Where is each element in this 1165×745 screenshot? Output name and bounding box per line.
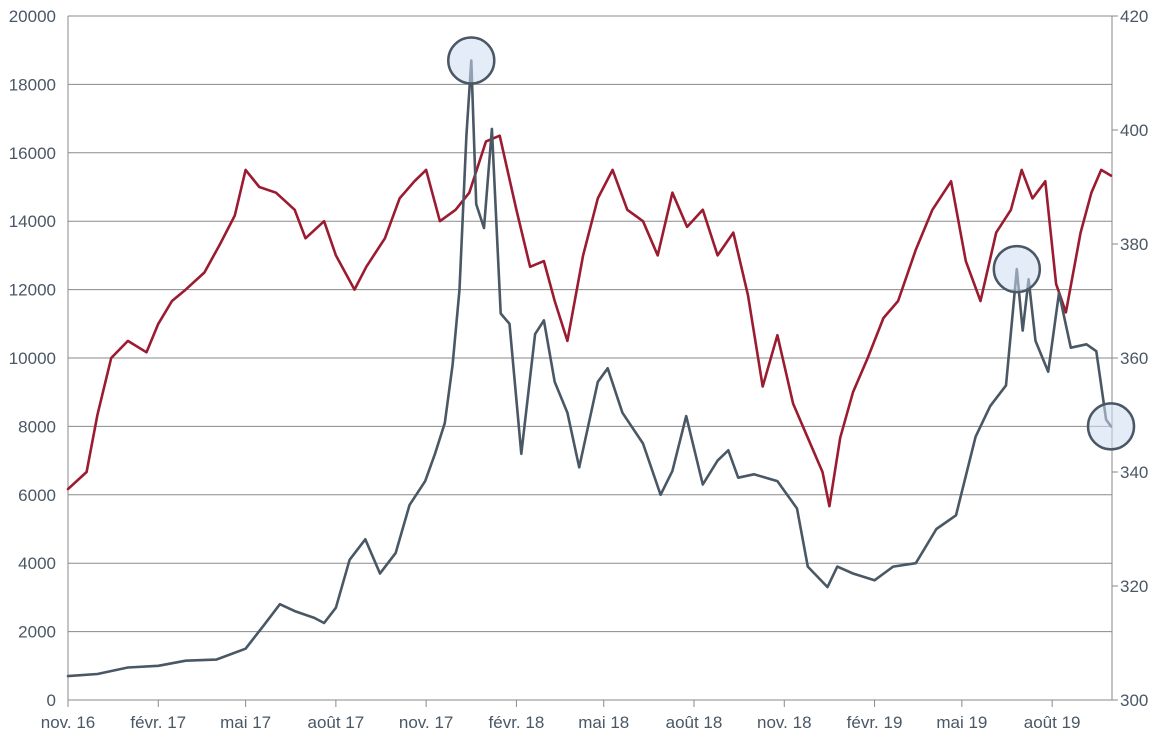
x-tick-label: août 18 [666,713,723,732]
series-line-right-axis [66,134,1113,508]
y-right-tick-label: 380 [1120,235,1148,254]
y-right-tick-label: 360 [1120,349,1148,368]
highlight-markers [447,36,1136,451]
highlight-circle [992,244,1042,294]
y-right-tick-label: 340 [1120,463,1148,482]
y-left-tick-label: 12000 [9,281,56,300]
x-tick-label: févr. 19 [847,713,903,732]
tick-labels: 0 2000 4000 6000 8000 10000 12000 14000 16000 180… [9,7,1149,732]
y-left-tick-label: 16000 [9,144,56,163]
y-right-tick-label: 420 [1120,7,1148,26]
x-tick-label: mai 17 [220,713,271,732]
series-lines [66,59,1113,678]
x-tick-label: mai 19 [936,713,987,732]
x-tick-label: févr. 17 [130,713,186,732]
x-tick-label: févr. 18 [489,713,545,732]
series-line-left-axis [66,59,1113,678]
highlight-circle [1086,402,1136,451]
highlight-circle [447,36,496,85]
y-left-tick-label: 18000 [9,75,56,94]
y-left-tick-label: 2000 [18,623,56,642]
y-left-tick-label: 6000 [18,486,56,505]
x-tick-label: août 19 [1024,713,1081,732]
gridlines [68,15,1112,701]
y-left-tick-label: 20000 [9,7,56,26]
y-right-tick-label: 300 [1120,691,1148,710]
y-left-tick-label: 8000 [18,417,56,436]
y-left-tick-label: 14000 [9,212,56,231]
axes [67,15,1118,707]
y-left-tick-label: 0 [47,691,56,710]
x-tick-label: mai 18 [578,713,629,732]
y-right-tick-label: 400 [1120,121,1148,140]
y-left-tick-label: 4000 [18,554,56,573]
x-tick-label: août 17 [308,713,365,732]
y-right-tick-label: 320 [1120,577,1148,596]
x-tick-label: nov. 17 [399,713,454,732]
x-tick-label: nov. 16 [41,713,96,732]
y-left-tick-label: 10000 [9,349,56,368]
x-tick-label: nov. 18 [757,713,812,732]
